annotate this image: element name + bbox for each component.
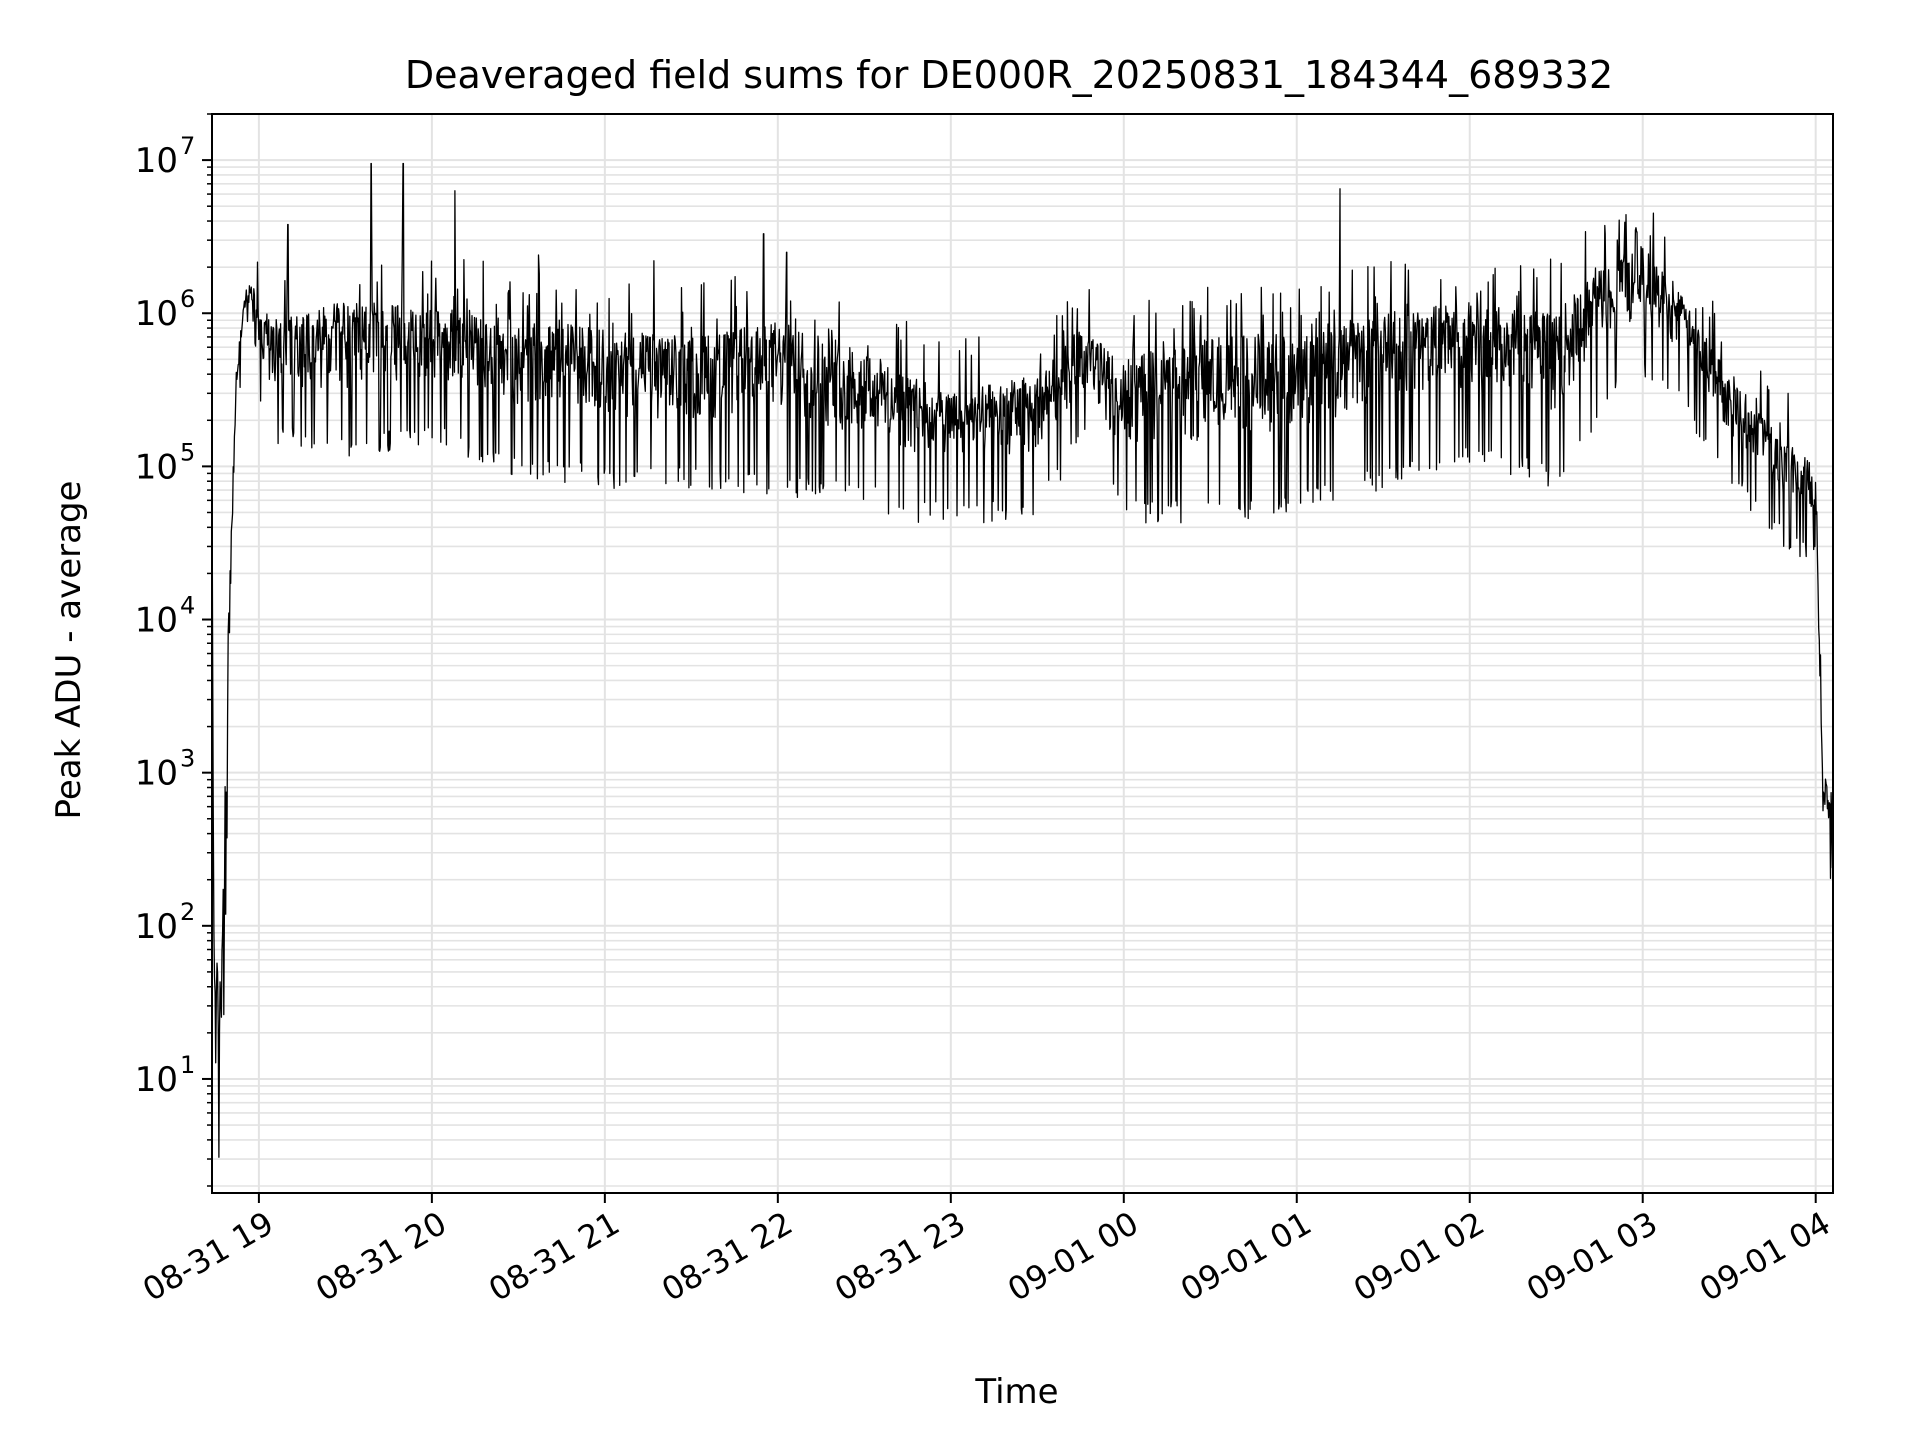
y-tick-label: 10: [135, 754, 178, 794]
y-tick-exponent: 6: [180, 285, 195, 313]
series-line-path: [211, 162, 1834, 1158]
y-tick-exponent: 1: [180, 1051, 195, 1079]
y-tick-label: 10: [135, 1060, 178, 1100]
y-tick-exponent: 5: [180, 438, 195, 466]
y-tick-exponent: 3: [180, 745, 195, 773]
y-tick-exponent: 4: [180, 592, 195, 620]
y-tick-label: 10: [135, 141, 178, 181]
y-tick-label: 10: [135, 601, 178, 641]
y-tick-label: 10: [135, 294, 178, 334]
y-tick-exponent: 2: [180, 898, 195, 926]
x-axis-label: Time: [974, 1372, 1058, 1412]
y-tick-exponent: 7: [180, 132, 195, 160]
series-line: [211, 162, 1834, 1158]
y-tick-label: 10: [135, 907, 178, 947]
y-tick-label: 10: [135, 447, 178, 487]
grid: [212, 113, 1833, 1193]
chart-title: Deaveraged field sums for DE000R_2025083…: [405, 53, 1613, 97]
y-axis-label: Peak ADU - average: [49, 481, 89, 820]
